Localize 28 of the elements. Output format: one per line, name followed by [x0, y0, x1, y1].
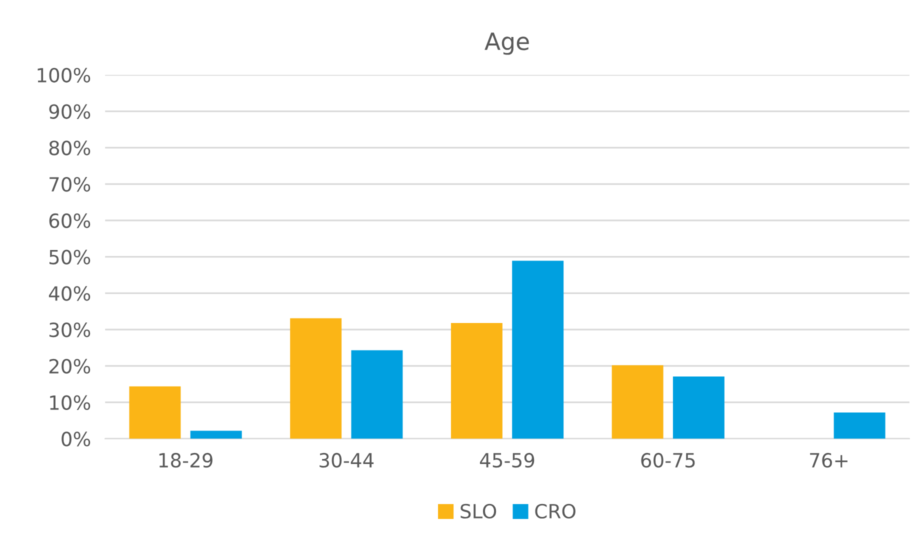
bar: [351, 350, 403, 439]
legend-label: SLO: [460, 504, 496, 519]
bar: [512, 260, 564, 439]
bar: [612, 365, 664, 439]
y-tick-label: 70%: [50, 176, 90, 192]
bar: [672, 376, 724, 439]
x-tick-label: 76+: [810, 452, 848, 468]
legend-label: CRO: [535, 504, 576, 519]
y-tick-label: 40%: [48, 286, 90, 301]
y-tick-label: 100%: [38, 68, 90, 83]
bar: [190, 430, 242, 439]
bar: [129, 386, 181, 439]
y-tick-label: 50%: [50, 250, 90, 264]
bar: [834, 412, 886, 439]
bar: [450, 323, 502, 439]
x-tick-label: 18-29: [159, 452, 212, 468]
bar: [290, 318, 342, 439]
y-tick-label: 20%: [49, 358, 90, 374]
y-tick-label: 30%: [49, 322, 90, 338]
y-tick-label: 0%: [62, 432, 90, 446]
y-tick-label: 60%: [49, 213, 90, 228]
y-tick-label: 80%: [49, 140, 90, 156]
chart-title: Age: [484, 32, 529, 55]
y-tick-label: 10%: [50, 395, 90, 410]
x-tick-label: 45-59: [480, 452, 534, 468]
x-tick-label: 60-75: [641, 452, 695, 468]
x-tick-label: 30-44: [320, 452, 374, 468]
y-tick-label: 90%: [49, 104, 90, 119]
